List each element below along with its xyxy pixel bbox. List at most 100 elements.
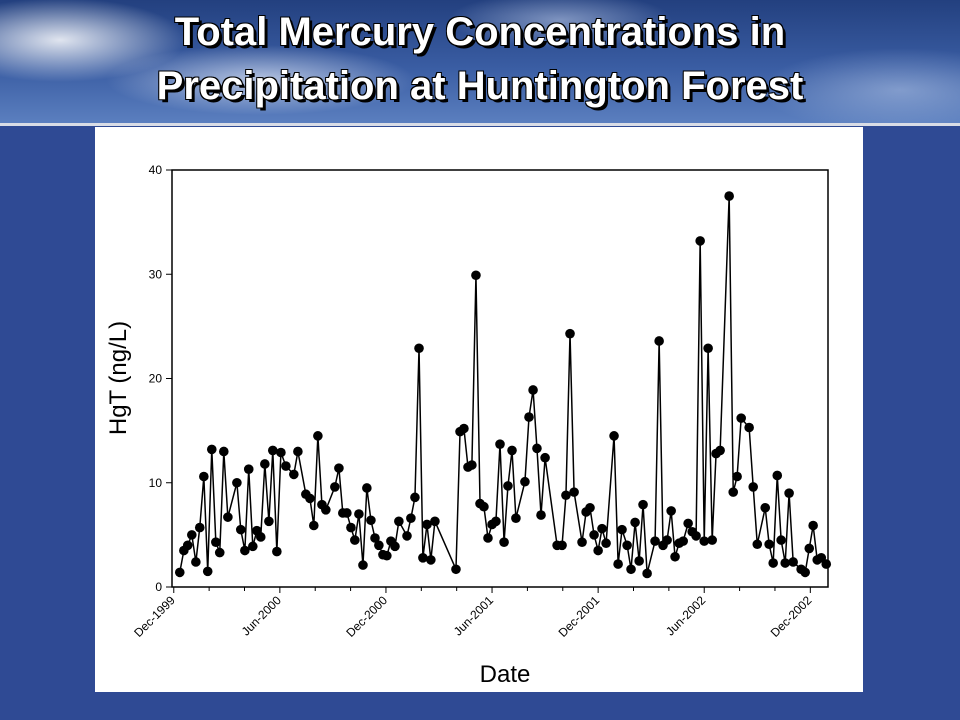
- y-tick-label: 30: [149, 267, 163, 281]
- data-point: [683, 518, 693, 529]
- data-point: [451, 564, 461, 575]
- data-point: [430, 516, 440, 527]
- data-point: [426, 555, 436, 565]
- title-banner: Total Mercury Concentrations in Precipit…: [0, 0, 960, 126]
- data-point: [532, 443, 542, 454]
- data-point: [235, 524, 246, 535]
- data-point: [800, 567, 810, 578]
- data-point: [313, 431, 323, 441]
- data-point: [194, 522, 205, 533]
- data-point: [390, 541, 400, 552]
- data-point: [267, 445, 278, 456]
- data-point: [471, 270, 481, 281]
- data-point: [219, 446, 229, 457]
- data-point: [354, 509, 364, 519]
- data-point: [520, 476, 530, 487]
- data-point: [585, 502, 595, 513]
- data-point: [565, 328, 575, 339]
- data-point: [695, 236, 705, 246]
- data-point: [211, 537, 221, 547]
- data-point: [642, 568, 652, 579]
- data-point: [609, 431, 619, 441]
- data-point: [206, 444, 217, 455]
- data-point: [243, 464, 254, 474]
- data-point: [626, 564, 636, 575]
- data-point: [724, 191, 734, 201]
- data-point: [342, 508, 352, 518]
- data-point: [736, 413, 746, 423]
- data-point: [358, 560, 368, 570]
- data-point: [715, 445, 725, 456]
- data-point: [707, 535, 717, 545]
- data-point: [540, 452, 550, 463]
- data-point: [780, 558, 791, 568]
- data-point: [334, 463, 344, 473]
- data-point: [670, 551, 680, 562]
- data-point: [760, 502, 771, 513]
- data-point: [768, 558, 778, 568]
- data-point: [748, 482, 759, 492]
- data-point: [467, 460, 477, 470]
- data-point: [752, 539, 763, 550]
- data-point: [276, 447, 286, 458]
- data-point: [678, 536, 688, 546]
- data-point: [821, 559, 832, 569]
- data-point: [255, 532, 266, 542]
- data-point: [418, 553, 428, 563]
- y-tick-label: 10: [149, 476, 163, 490]
- data-point: [182, 540, 193, 551]
- data-point: [402, 531, 412, 541]
- data-point: [507, 445, 517, 456]
- data-point: [321, 505, 331, 515]
- data-point: [536, 510, 546, 520]
- data-point: [309, 520, 319, 531]
- data-point: [346, 522, 356, 533]
- data-point: [264, 516, 274, 527]
- data-point: [666, 506, 676, 516]
- data-point: [776, 535, 786, 545]
- data-point: [240, 545, 250, 556]
- y-tick-label: 40: [149, 163, 163, 177]
- data-point: [728, 487, 739, 497]
- data-point: [630, 517, 640, 528]
- data-point: [422, 519, 432, 530]
- data-point: [483, 533, 493, 543]
- data-point: [491, 516, 501, 527]
- data-point: [499, 537, 509, 547]
- y-tick-label: 0: [155, 580, 162, 594]
- data-point: [788, 557, 798, 567]
- data-point: [410, 492, 420, 503]
- y-axis-label: HgT (ng/L): [105, 321, 132, 435]
- data-point: [232, 477, 242, 488]
- data-point: [744, 422, 754, 433]
- data-point: [293, 446, 303, 457]
- data-point: [557, 540, 567, 551]
- data-point: [622, 540, 632, 551]
- data-point: [662, 535, 672, 545]
- data-point: [366, 515, 376, 526]
- data-point: [199, 471, 209, 482]
- data-point: [260, 459, 270, 469]
- data-point: [479, 501, 489, 512]
- data-point: [370, 533, 380, 543]
- data-point: [764, 539, 774, 550]
- x-axis-label: Date: [480, 661, 531, 688]
- data-point: [330, 482, 340, 492]
- data-point: [394, 516, 404, 527]
- data-point: [601, 538, 611, 549]
- data-point: [289, 469, 299, 480]
- data-point: [804, 543, 815, 554]
- data-point: [577, 537, 587, 547]
- data-point: [699, 536, 710, 546]
- data-point: [281, 461, 291, 471]
- slide-title: Total Mercury Concentrations in: [174, 10, 786, 54]
- data-point: [597, 523, 607, 534]
- data-point: [382, 550, 392, 561]
- data-point: [248, 541, 258, 552]
- data-point: [703, 343, 713, 354]
- data-point: [617, 524, 627, 535]
- data-point: [650, 536, 660, 546]
- data-point: [511, 513, 521, 523]
- data-point: [374, 540, 384, 551]
